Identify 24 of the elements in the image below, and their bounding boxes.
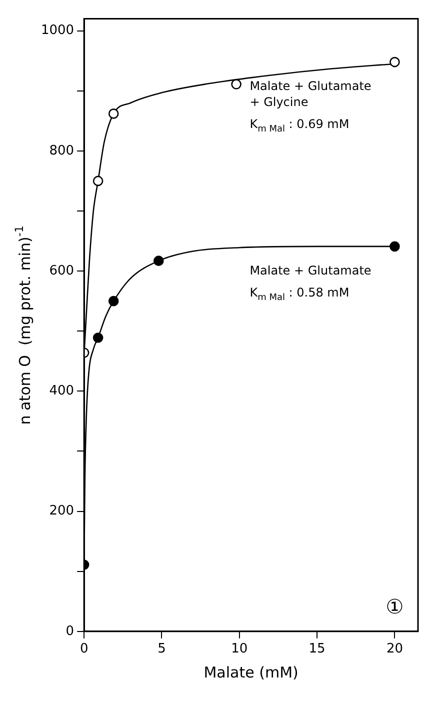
x-tick-label: 20 <box>386 642 403 657</box>
text: Malate + Glutamate <box>250 263 372 278</box>
y-axis-title: n atom O (mg prot. min)-1 <box>12 225 34 425</box>
point <box>231 79 242 90</box>
point <box>92 332 104 343</box>
x-axis-title: Malate (mM) <box>204 663 298 682</box>
annotation: ① <box>386 594 404 618</box>
point <box>390 56 400 68</box>
x-tick-label: 15 <box>308 642 326 657</box>
x-tick-label: 5 <box>158 642 166 657</box>
point <box>108 296 119 306</box>
y-tick-label: 200 <box>49 504 74 519</box>
y-tick-label: 400 <box>49 384 74 399</box>
x-tick-label: 10 <box>231 642 248 657</box>
y-tick-label: 1000 <box>40 23 74 38</box>
y-tick-label: 0 <box>66 624 74 639</box>
point <box>390 241 400 252</box>
point <box>153 256 164 266</box>
y-tick-label: 800 <box>49 143 74 158</box>
series-label: Malate + Glutamate + Glycine <box>250 79 372 110</box>
y-tick-label: 600 <box>49 263 74 278</box>
point <box>92 176 104 186</box>
x-tick-label: 0 <box>80 642 88 657</box>
point <box>108 108 119 119</box>
